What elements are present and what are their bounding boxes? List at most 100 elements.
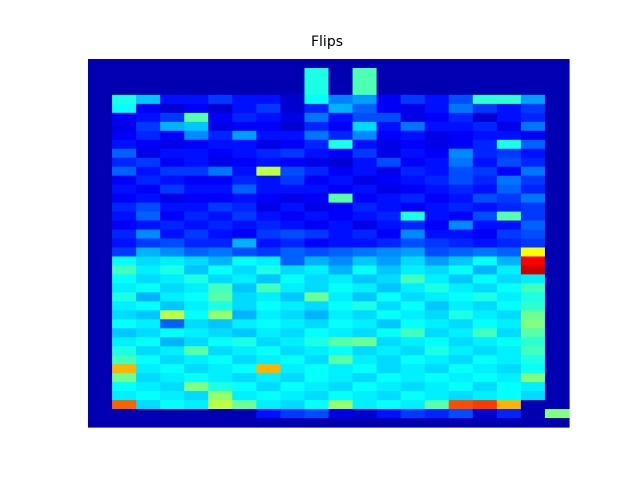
heatmap-cell <box>328 364 354 374</box>
heatmap-cell <box>112 184 137 195</box>
heatmap-cell <box>328 301 354 311</box>
heatmap-cell <box>232 202 257 213</box>
heatmap-cell <box>304 85 330 96</box>
heatmap-cell <box>304 292 330 302</box>
heatmap-cell <box>448 184 474 195</box>
heatmap-cell <box>88 166 113 177</box>
heatmap-cell <box>304 139 330 150</box>
heatmap-cell <box>208 229 233 240</box>
heatmap-cell <box>424 193 450 204</box>
heatmap-cell <box>232 229 257 240</box>
heatmap-cell <box>136 346 161 356</box>
heatmap-cell <box>472 238 498 249</box>
heatmap-cell <box>520 256 546 267</box>
heatmap-cell <box>256 319 281 329</box>
heatmap-cell <box>256 337 281 347</box>
heatmap-cell <box>520 166 546 177</box>
heatmap-cell <box>328 193 354 204</box>
heatmap-cell <box>136 256 161 267</box>
heatmap-cell <box>520 148 546 159</box>
heatmap-cell <box>496 175 522 186</box>
heatmap-cell <box>352 319 378 329</box>
heatmap-cell <box>88 364 113 374</box>
heatmap-cell <box>520 337 546 347</box>
heatmap-cell <box>520 59 546 69</box>
heatmap-cell <box>304 76 330 87</box>
heatmap-cell <box>424 292 450 302</box>
heatmap-cell <box>376 184 402 195</box>
heatmap-cell <box>112 364 137 374</box>
heatmap-cell <box>136 202 161 213</box>
heatmap-cell <box>136 301 161 311</box>
heatmap-cell <box>400 175 426 186</box>
heatmap-cell <box>376 193 402 204</box>
heatmap-cell <box>544 103 570 114</box>
heatmap-cell <box>352 67 378 78</box>
heatmap-cell <box>544 310 570 320</box>
heatmap-cell <box>352 175 378 186</box>
heatmap-cell <box>160 202 185 213</box>
heatmap-cell <box>472 166 498 177</box>
heatmap-cell <box>112 391 137 401</box>
heatmap-cell <box>112 166 137 177</box>
heatmap-cell <box>184 157 209 168</box>
heatmap-cell <box>472 373 498 383</box>
heatmap-cell <box>280 265 306 276</box>
heatmap-cell <box>448 328 474 338</box>
heatmap-cell <box>112 220 137 231</box>
heatmap-cell <box>544 265 570 276</box>
heatmap-cell <box>352 94 378 105</box>
heatmap-cell <box>424 76 450 87</box>
heatmap-cell <box>160 373 185 383</box>
heatmap-cell <box>184 292 209 302</box>
heatmap-cell <box>352 103 378 114</box>
heatmap-cell <box>136 355 161 365</box>
heatmap-cell <box>472 364 498 374</box>
heatmap-cell <box>472 292 498 302</box>
heatmap-cell <box>472 193 498 204</box>
heatmap-cell <box>472 148 498 159</box>
heatmap-cell <box>88 283 113 293</box>
heatmap-cell <box>256 67 281 78</box>
heatmap-cell <box>184 355 209 365</box>
heatmap-cell <box>304 301 330 311</box>
heatmap-cell <box>544 139 570 150</box>
heatmap-cell <box>136 211 161 222</box>
heatmap-cell <box>256 301 281 311</box>
heatmap-cell <box>448 103 474 114</box>
heatmap-cell <box>304 400 330 410</box>
heatmap-cell <box>256 220 281 231</box>
heatmap-cell <box>232 328 257 338</box>
heatmap-cell <box>184 409 209 419</box>
heatmap-cell <box>544 328 570 338</box>
heatmap-cell <box>280 283 306 293</box>
heatmap-cell <box>448 265 474 276</box>
heatmap-cell <box>520 139 546 150</box>
heatmap-cell <box>352 364 378 374</box>
heatmap-cell <box>256 292 281 302</box>
heatmap-cell <box>136 121 161 132</box>
heatmap-cell <box>400 310 426 320</box>
heatmap-cell <box>88 355 113 365</box>
heatmap-cell <box>208 409 233 419</box>
heatmap-cell <box>136 220 161 231</box>
heatmap-cell <box>208 400 233 410</box>
heatmap-cell <box>448 94 474 105</box>
heatmap-cell <box>304 328 330 338</box>
heatmap-cell <box>232 67 257 78</box>
heatmap-cell <box>496 121 522 132</box>
heatmap-cell <box>544 409 570 419</box>
heatmap-cell <box>280 175 306 186</box>
heatmap-cell <box>136 328 161 338</box>
heatmap-cell <box>424 112 450 123</box>
heatmap-cell <box>472 220 498 231</box>
heatmap-cell <box>232 346 257 356</box>
heatmap-cell <box>160 355 185 365</box>
heatmap-cell <box>376 103 402 114</box>
heatmap-cell <box>232 184 257 195</box>
heatmap-cell <box>112 94 137 105</box>
heatmap-cell <box>280 202 306 213</box>
chart-title: Flips <box>310 34 343 50</box>
heatmap-cell <box>232 193 257 204</box>
heatmap-cell <box>544 193 570 204</box>
